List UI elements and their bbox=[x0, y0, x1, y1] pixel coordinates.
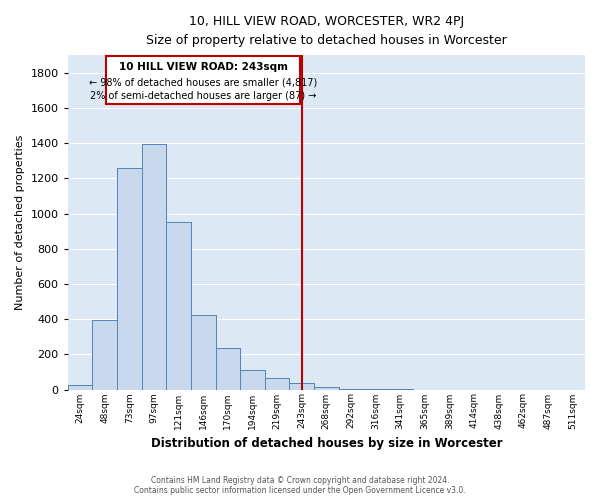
Bar bbox=[142, 144, 166, 390]
Bar bbox=[338, 388, 364, 390]
FancyBboxPatch shape bbox=[106, 56, 301, 104]
Bar bbox=[265, 378, 289, 390]
Bar bbox=[68, 385, 92, 390]
Bar bbox=[314, 387, 338, 390]
Bar bbox=[364, 388, 388, 390]
Title: 10, HILL VIEW ROAD, WORCESTER, WR2 4PJ
Size of property relative to detached hou: 10, HILL VIEW ROAD, WORCESTER, WR2 4PJ S… bbox=[146, 15, 507, 47]
Bar bbox=[166, 222, 191, 390]
Bar bbox=[117, 168, 142, 390]
Bar bbox=[289, 384, 314, 390]
Bar bbox=[117, 168, 142, 390]
Bar bbox=[68, 385, 92, 390]
Bar bbox=[191, 314, 215, 390]
X-axis label: Distribution of detached houses by size in Worcester: Distribution of detached houses by size … bbox=[151, 437, 502, 450]
Bar bbox=[92, 320, 117, 390]
Bar bbox=[240, 370, 265, 390]
Text: Contains HM Land Registry data © Crown copyright and database right 2024.
Contai: Contains HM Land Registry data © Crown c… bbox=[134, 476, 466, 495]
Bar bbox=[314, 387, 338, 390]
Text: 2% of semi-detached houses are larger (87) →: 2% of semi-detached houses are larger (8… bbox=[90, 90, 316, 101]
Bar bbox=[364, 388, 388, 390]
Text: 10 HILL VIEW ROAD: 243sqm: 10 HILL VIEW ROAD: 243sqm bbox=[119, 62, 287, 72]
Bar bbox=[166, 222, 191, 390]
Bar bbox=[289, 384, 314, 390]
Bar bbox=[215, 348, 240, 390]
Bar bbox=[215, 348, 240, 390]
Bar bbox=[191, 314, 215, 390]
Bar bbox=[265, 378, 289, 390]
Bar bbox=[240, 370, 265, 390]
Bar bbox=[92, 320, 117, 390]
Y-axis label: Number of detached properties: Number of detached properties bbox=[15, 134, 25, 310]
Bar bbox=[142, 144, 166, 390]
Text: ← 98% of detached houses are smaller (4,817): ← 98% of detached houses are smaller (4,… bbox=[89, 78, 317, 88]
Bar bbox=[338, 388, 364, 390]
